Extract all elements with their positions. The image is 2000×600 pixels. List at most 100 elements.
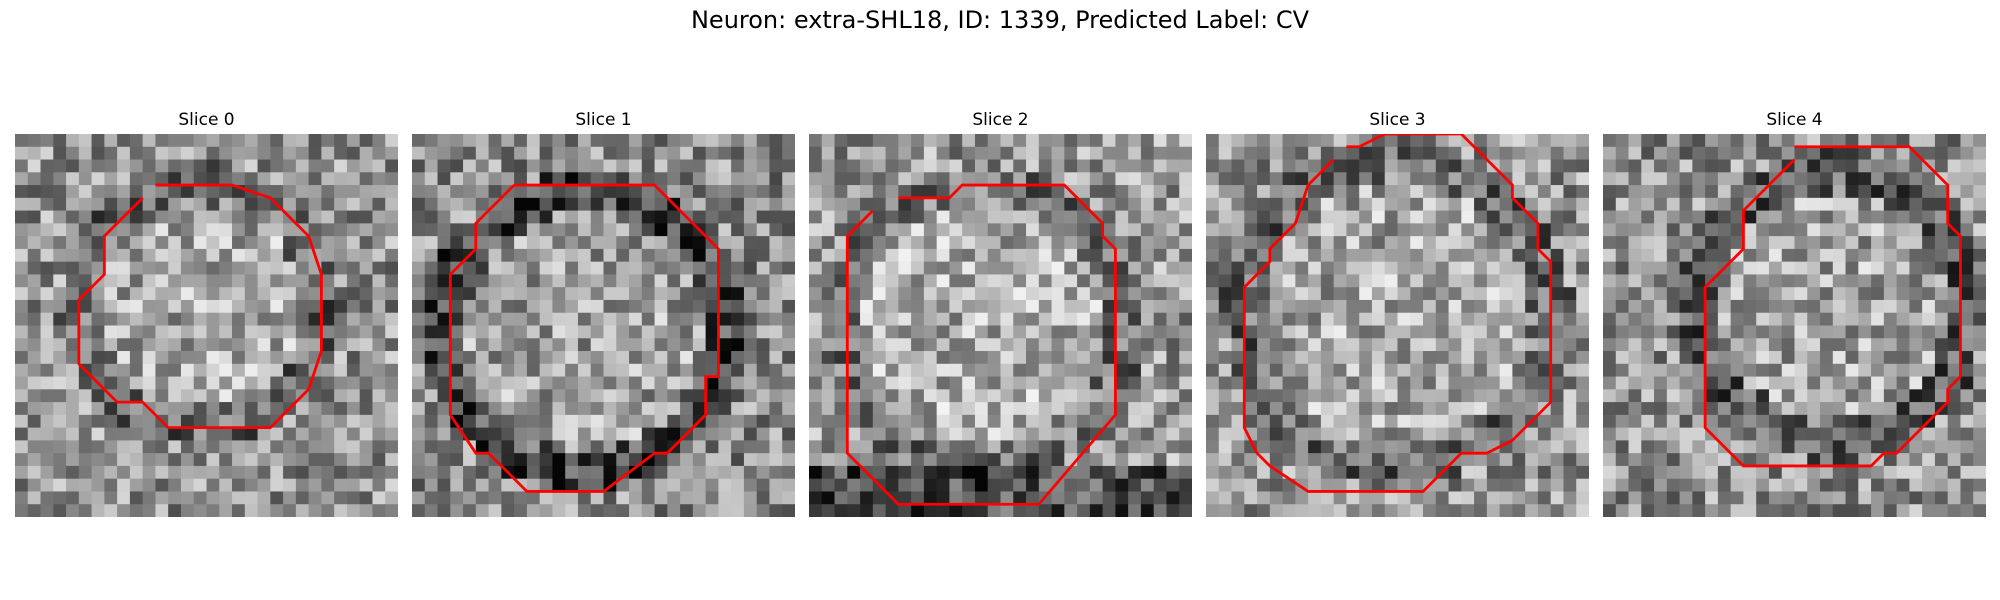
pixel (129, 351, 143, 365)
pixel (257, 427, 271, 441)
pixel (129, 248, 143, 262)
pixel (654, 440, 668, 454)
pixel (1960, 197, 1974, 211)
pixel (475, 414, 489, 428)
pixel (463, 299, 477, 313)
pixel (1730, 210, 1744, 224)
pixel (1563, 248, 1577, 262)
pixel (834, 363, 848, 377)
pixel (424, 299, 438, 313)
pixel (565, 287, 579, 301)
pixel (898, 504, 912, 517)
pixel (1089, 312, 1103, 326)
pixel (1512, 351, 1526, 365)
pixel (1474, 197, 1488, 211)
pixel (193, 134, 207, 148)
pixel (1282, 159, 1296, 173)
pixel (1257, 363, 1271, 377)
pixel (1845, 210, 1859, 224)
pixel (1206, 185, 1220, 199)
pixel (1807, 376, 1821, 390)
pixel (78, 414, 92, 428)
pixel (847, 197, 861, 211)
pixel (1269, 389, 1283, 403)
pixel (53, 427, 67, 441)
pixel (1679, 440, 1693, 454)
pixel (1628, 465, 1642, 479)
pixel (1883, 376, 1897, 390)
pixel (168, 134, 182, 148)
pixel (552, 351, 566, 365)
pixel (743, 146, 757, 160)
pixel (1269, 351, 1283, 365)
pixel (590, 491, 604, 505)
pixel (1628, 478, 1642, 492)
pixel (1781, 465, 1795, 479)
pixel (705, 414, 719, 428)
pixel (782, 338, 795, 352)
pixel (501, 440, 515, 454)
pixel (1615, 504, 1629, 517)
pixel (629, 440, 643, 454)
pixel (1102, 146, 1116, 160)
pixel (53, 402, 67, 416)
pixel (949, 134, 963, 148)
pixel (949, 210, 963, 224)
pixel (450, 338, 464, 352)
pixel (987, 146, 1001, 160)
pixel (590, 248, 604, 262)
pixel (1717, 351, 1731, 365)
pixel (539, 287, 553, 301)
pixel (1038, 376, 1052, 390)
pixel (1654, 134, 1668, 148)
pixel (463, 491, 477, 505)
pixel (104, 197, 118, 211)
pixel (78, 223, 92, 237)
pixel (1486, 261, 1500, 275)
pixel (860, 287, 874, 301)
pixel (514, 504, 528, 517)
pixel (936, 491, 950, 505)
pixel (1871, 248, 1885, 262)
pixel (1013, 453, 1027, 467)
pixel (359, 414, 373, 428)
pixel (1102, 197, 1116, 211)
pixel (1140, 504, 1154, 517)
pixel (1102, 210, 1116, 224)
pixel (769, 376, 783, 390)
pixel (1692, 465, 1706, 479)
pixel (1909, 504, 1923, 517)
pixel (860, 325, 874, 339)
pixel (962, 261, 976, 275)
pixel (283, 236, 297, 250)
pixel (1717, 146, 1731, 160)
pixel (257, 210, 271, 224)
pixel (1512, 325, 1526, 339)
pixel (705, 376, 719, 390)
pixel (1550, 312, 1564, 326)
pixel (424, 504, 438, 517)
pixel (91, 478, 105, 492)
pixel (1537, 465, 1551, 479)
pixel (168, 465, 182, 479)
pixel (1333, 185, 1347, 199)
pixel (1654, 465, 1668, 479)
pixel (15, 197, 29, 211)
pixel (526, 274, 540, 288)
pixel (1563, 312, 1577, 326)
pixel (1423, 453, 1437, 467)
pixel (53, 236, 67, 250)
pixel (283, 185, 297, 199)
pixel (860, 491, 874, 505)
pixel (603, 146, 617, 160)
pixel (743, 389, 757, 403)
pixel (1717, 465, 1731, 479)
pixel (821, 236, 835, 250)
pixel (590, 287, 604, 301)
pixel (104, 146, 118, 160)
pixel (1448, 312, 1462, 326)
pixel (898, 197, 912, 211)
pixel (1077, 338, 1091, 352)
pixel (603, 465, 617, 479)
pixel (1435, 248, 1449, 262)
